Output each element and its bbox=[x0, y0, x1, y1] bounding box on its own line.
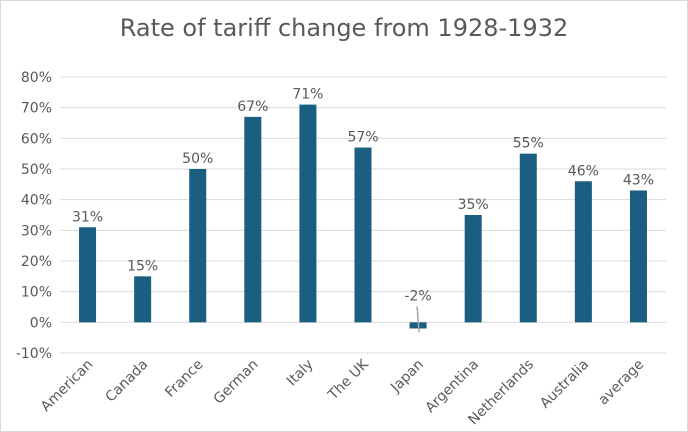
y-tick-label: 20% bbox=[21, 254, 52, 270]
x-tick-label: The UK bbox=[325, 356, 373, 404]
y-tick-label: 40% bbox=[21, 193, 52, 209]
leader-line bbox=[416, 306, 420, 333]
x-tick-label: France bbox=[162, 357, 206, 401]
x-tick-label: Canada bbox=[102, 357, 151, 406]
x-tick-label: average bbox=[595, 357, 647, 409]
data-label: 15% bbox=[127, 258, 158, 274]
x-tick-label: Argentina bbox=[422, 357, 482, 417]
data-label: 31% bbox=[72, 209, 103, 225]
x-tick-label: American bbox=[38, 357, 96, 415]
data-label: -2% bbox=[404, 288, 431, 304]
y-tick-label: 30% bbox=[21, 223, 52, 239]
data-label: 57% bbox=[347, 130, 378, 146]
chart-title: Rate of tariff change from 1928-1932 bbox=[119, 14, 569, 42]
data-label: 67% bbox=[237, 99, 268, 115]
bar-argentina bbox=[464, 215, 482, 323]
data-label: 35% bbox=[458, 197, 489, 213]
y-tick-label: 50% bbox=[21, 162, 52, 178]
bar-italy bbox=[299, 104, 317, 323]
data-label: 43% bbox=[623, 172, 654, 188]
data-label: 71% bbox=[292, 87, 323, 103]
y-tick-label: 10% bbox=[21, 285, 52, 301]
bar-netherlands bbox=[519, 153, 537, 323]
x-tick-label: Japan bbox=[387, 357, 427, 397]
x-tick-label: Italy bbox=[284, 357, 317, 390]
bar-australia bbox=[574, 181, 592, 323]
bar-american bbox=[79, 227, 97, 323]
bar-canada bbox=[134, 276, 152, 323]
y-tick-label: 0% bbox=[30, 315, 52, 331]
x-tick-label: Australia bbox=[537, 357, 592, 412]
bar-average bbox=[629, 190, 647, 323]
bar-german bbox=[244, 116, 262, 323]
bar-france bbox=[189, 169, 207, 323]
data-label: 55% bbox=[513, 136, 544, 152]
data-label: 46% bbox=[568, 163, 599, 179]
y-tick-label: 60% bbox=[21, 131, 52, 147]
data-label: 50% bbox=[182, 151, 213, 167]
x-tick-label: German bbox=[211, 357, 262, 408]
bar-the-uk bbox=[354, 147, 372, 323]
y-tick-label: 70% bbox=[21, 101, 52, 117]
y-tick-label: -10% bbox=[16, 346, 52, 362]
y-tick-label: 80% bbox=[21, 70, 52, 86]
